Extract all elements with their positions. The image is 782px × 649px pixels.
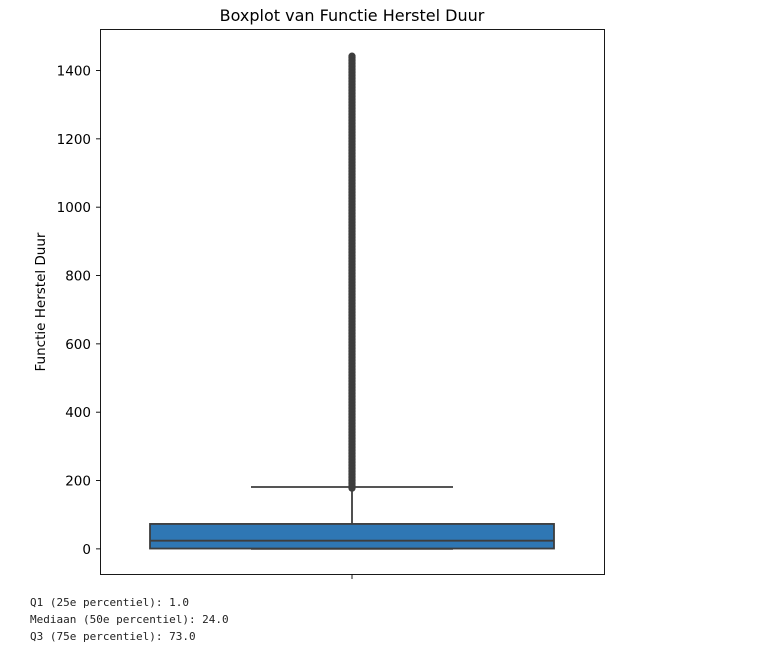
outlier-points	[348, 52, 356, 492]
plot-frame	[100, 29, 605, 575]
y-tick-label: 800	[65, 269, 91, 285]
output-line-q1: Q1 (25e percentiel): 1.0	[30, 596, 189, 609]
output-line-q3: Q3 (75e percentiel): 73.0	[30, 630, 196, 643]
boxplot-marks	[149, 52, 555, 550]
y-axis: 0 200 400 600 800 1000 1200 1400	[57, 64, 101, 558]
y-tick-label: 1200	[57, 132, 91, 148]
chart-title: Boxplot van Functie Herstel Duur	[220, 6, 485, 25]
console-output: Q1 (25e percentiel): 1.0 Mediaan (50e pe…	[30, 594, 229, 645]
y-tick-label: 0	[82, 542, 91, 558]
y-tick-label: 200	[65, 474, 91, 490]
y-tick-label: 1000	[57, 200, 91, 216]
iqr-box	[149, 523, 555, 550]
y-axis-label: Functie Herstel Duur	[33, 232, 49, 371]
y-tick-label: 1400	[57, 64, 91, 80]
y-tick-label: 600	[65, 337, 91, 353]
output-line-median: Mediaan (50e percentiel): 24.0	[30, 613, 229, 626]
y-tick-label: 400	[65, 405, 91, 421]
